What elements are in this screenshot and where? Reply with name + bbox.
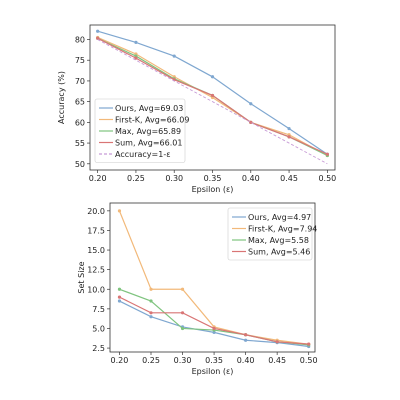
y-tick-label: 60	[75, 118, 85, 127]
data-point	[307, 342, 311, 346]
y-tick-label: 20.0	[87, 207, 105, 216]
legend-entry: Sum, Avg=66.01	[115, 139, 182, 148]
data-point	[117, 209, 122, 213]
y-tick-label: 5.0	[92, 324, 105, 333]
x-axis-label: Epsilon (ε)	[192, 367, 234, 376]
data-point	[149, 287, 153, 291]
plot-frame	[109, 202, 316, 353]
legend-entry: First-K, Avg=7.94	[248, 225, 317, 234]
data-point	[210, 93, 215, 98]
legend-entry: Ours, Avg=69.03	[115, 104, 183, 113]
legend: Ours, Avg=4.97 First-K, Avg=7.94 Max, Avg=…	[227, 207, 317, 261]
y-tick-label: 12.5	[87, 266, 105, 275]
x-tick-label: 0.50	[300, 356, 318, 365]
data-point	[117, 299, 122, 303]
data-point	[212, 330, 216, 334]
x-tick-label: 0.40	[242, 174, 260, 183]
series-line-2	[119, 288, 309, 346]
data-point	[210, 75, 215, 79]
y-tick-label: 75	[75, 56, 85, 65]
y-tick-label: 55	[75, 139, 85, 148]
accuracy-chart: 0.20 0.25 0.30 0.35 0.40 0.45 0.50 50 55 60 65 70 75…	[57, 24, 336, 194]
legend-entry: Accuracy=1-ε	[115, 150, 171, 159]
x-tick-label: 0.35	[204, 174, 222, 183]
y-tick-label: 10.0	[87, 285, 105, 294]
data-point	[134, 40, 138, 45]
y-tick-label: 50	[75, 160, 85, 169]
x-tick-label: 0.40	[237, 356, 255, 365]
legend-entry: Max, Avg=5.58	[248, 236, 309, 245]
legend-entry: First-K, Avg=66.09	[115, 116, 189, 125]
x-tick-label: 0.45	[268, 356, 286, 365]
x-tick-label: 0.25	[127, 174, 145, 183]
x-tick-label: 0.30	[174, 356, 192, 365]
data-point	[117, 287, 122, 291]
data-point	[134, 56, 138, 60]
data-point	[149, 315, 153, 319]
y-tick-label: 70	[75, 77, 85, 86]
data-point	[275, 340, 279, 344]
series-line-0	[119, 300, 309, 348]
data-point	[149, 299, 153, 303]
data-point	[249, 102, 253, 106]
series-line-3	[119, 296, 309, 345]
y-axis-label: Set Size	[77, 261, 86, 293]
data-point	[244, 338, 248, 342]
legend-entry: Max, Avg=65.89	[115, 127, 181, 136]
data-point	[287, 135, 291, 139]
x-tick-label: 0.30	[165, 174, 183, 183]
x-tick-label: 0.20	[111, 356, 129, 365]
data-point	[212, 326, 216, 331]
legend-entry: Ours, Avg=4.97	[248, 213, 311, 222]
x-tick-label: 0.45	[280, 174, 298, 183]
data-point	[287, 126, 291, 131]
legend: Ours, Avg=69.03 First-K, Avg=66.09 Max, Av…	[94, 98, 189, 163]
data-point	[117, 295, 122, 299]
data-point	[180, 311, 185, 315]
y-tick-label: 7.5	[92, 305, 105, 314]
y-tick-label: 65	[75, 98, 85, 107]
data-point	[180, 326, 185, 331]
data-point	[96, 29, 100, 33]
legend-entry: Sum, Avg=5.46	[248, 248, 310, 257]
y-tick-label: 80	[75, 36, 85, 45]
series-line-4	[97, 39, 328, 165]
y-tick-label: 2.5	[92, 344, 105, 353]
set-size-chart: 0.20 0.25 0.30 0.35 0.40 0.45 0.50 2.5 5.0 7.5 10.…	[77, 202, 318, 376]
data-point	[244, 333, 248, 337]
data-point	[149, 311, 153, 315]
y-axis-label: Accuracy (%)	[57, 71, 66, 124]
data-point	[325, 152, 329, 156]
data-point	[96, 36, 100, 40]
data-point	[180, 287, 185, 291]
x-tick-label: 0.25	[142, 356, 160, 365]
y-tick-label: 15.0	[87, 246, 105, 255]
y-tick-label: 17.5	[87, 226, 105, 235]
x-axis-label: Epsilon (ε)	[192, 185, 234, 194]
data-point	[172, 54, 176, 58]
legend-box	[94, 98, 186, 163]
x-tick-label: 0.50	[318, 174, 336, 183]
legend-box	[227, 207, 313, 261]
x-tick-label: 0.35	[205, 356, 223, 365]
x-tick-label: 0.20	[89, 174, 107, 183]
